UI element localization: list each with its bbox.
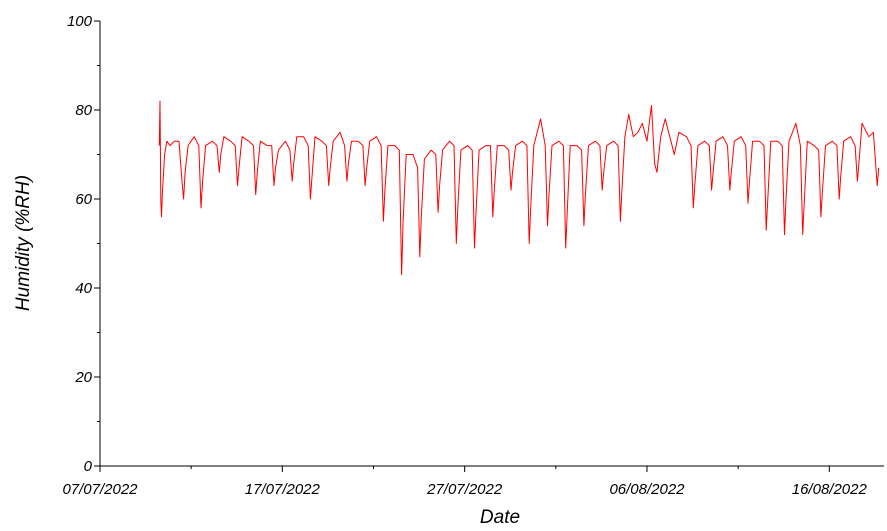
y-tick-label: 60 [75, 191, 92, 208]
y-axis-title: Humidity (%RH) [13, 175, 34, 311]
x-tick-label: 16/08/2022 [792, 481, 868, 498]
y-tick-label: 80 [75, 102, 92, 119]
x-tick-label: 27/07/2022 [426, 481, 503, 498]
x-axis: 07/07/2022 17/07/2022 27/07/2022 06/08/2022… [62, 465, 884, 498]
y-tick-label: 20 [74, 369, 92, 386]
y-tick-label: 40 [75, 280, 92, 297]
x-tick-label: 17/07/2022 [245, 481, 321, 498]
x-axis-title: Date [480, 507, 520, 528]
x-tick-label: 07/07/2022 [62, 481, 138, 498]
humidity-series-line [158, 100, 880, 276]
x-tick-label: 06/08/2022 [609, 481, 685, 498]
y-tick-label: 0 [84, 458, 93, 475]
y-tick-label: 100 [67, 13, 93, 30]
y-axis: 0 20 40 60 80 100 [67, 13, 101, 475]
series-layer [158, 100, 880, 276]
